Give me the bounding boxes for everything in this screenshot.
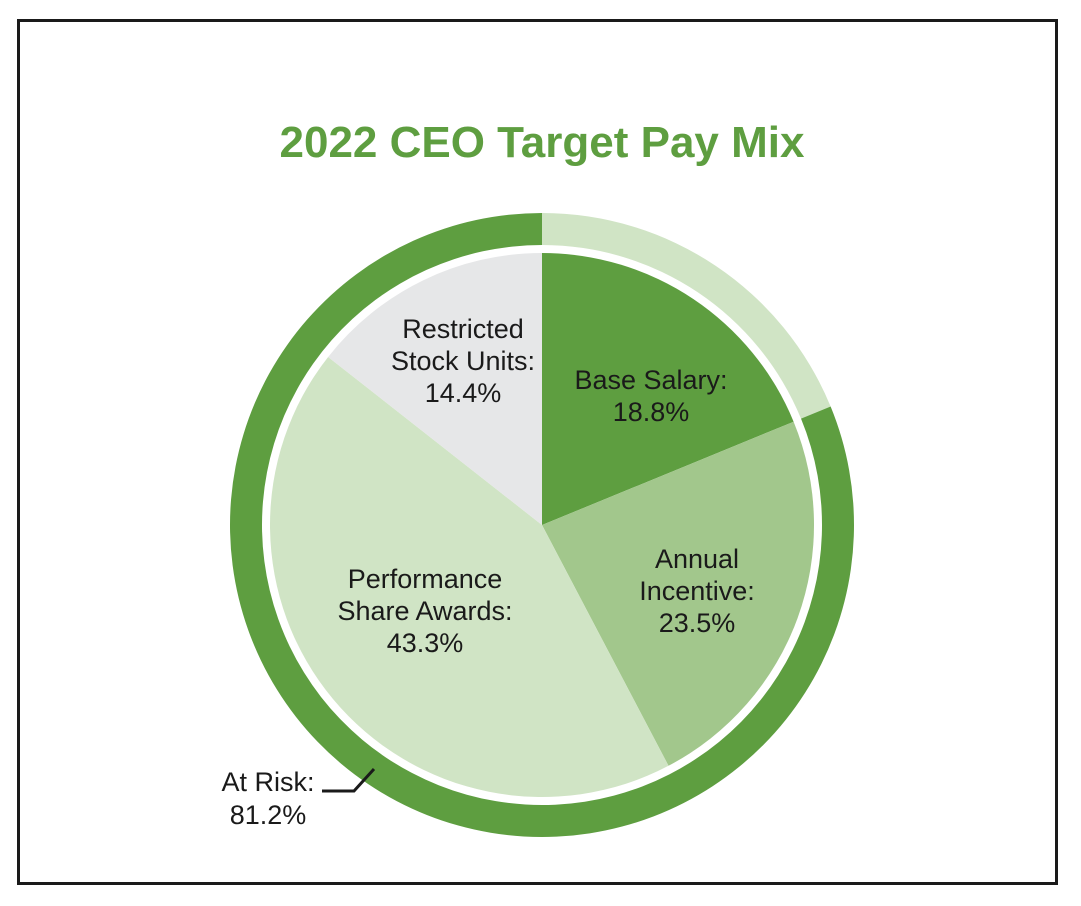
- at-risk-leader-line: [322, 767, 376, 793]
- slice-label-base-salary: Base Salary: 18.8%: [574, 365, 727, 427]
- pie-slices: [269, 253, 814, 798]
- outer-ring: [229, 213, 855, 837]
- at-risk-annotation: At Risk: 81.2%: [221, 767, 376, 830]
- slice-performance-share-awards: [269, 356, 669, 798]
- slice-labels: Base Salary: 18.8% Annual Incentive: 23.5% Pe…: [337, 314, 754, 658]
- slice-label-performance-share-awards: Performance Share Awards: 43.3%: [337, 564, 512, 658]
- chart-title: 2022 CEO Target Pay Mix: [280, 118, 806, 167]
- slice-base-salary: [542, 253, 794, 525]
- slice-label-restricted-stock-units: Restricted Stock Units: 14.4%: [391, 314, 535, 408]
- slice-restricted-stock-units: [328, 253, 542, 525]
- at-risk-label: At Risk: 81.2%: [221, 767, 314, 830]
- ring-segment-fixed: [542, 213, 831, 419]
- slice-label-annual-incentive: Annual Incentive: 23.5%: [639, 544, 755, 638]
- slice-annual-incentive: [542, 421, 814, 766]
